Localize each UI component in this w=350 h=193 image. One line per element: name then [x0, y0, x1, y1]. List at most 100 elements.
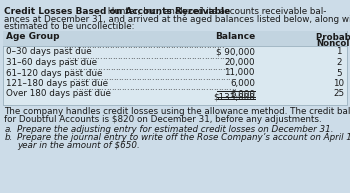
Text: .: . — [148, 73, 151, 82]
Text: for Doubtful Accounts is $820 on December 31, before any adjustments.: for Doubtful Accounts is $820 on Decembe… — [4, 115, 322, 124]
Text: .: . — [112, 52, 114, 61]
Text: .: . — [79, 52, 81, 61]
Text: .: . — [141, 84, 144, 92]
Text: 10: 10 — [334, 79, 344, 88]
Text: .: . — [191, 52, 194, 61]
Text: .: . — [196, 41, 198, 51]
Text: .: . — [102, 63, 105, 71]
Text: .: . — [125, 63, 128, 71]
Text: .: . — [194, 52, 196, 61]
Text: .: . — [128, 63, 130, 71]
Text: .: . — [110, 73, 113, 82]
Text: .: . — [216, 41, 218, 51]
Text: .: . — [193, 84, 195, 92]
Text: .: . — [136, 73, 138, 82]
Text: year in the amount of $650.: year in the amount of $650. — [17, 141, 140, 150]
Text: .: . — [88, 73, 90, 82]
Text: .: . — [160, 52, 163, 61]
Text: .: . — [100, 63, 102, 71]
Text: .: . — [224, 52, 226, 61]
Text: .: . — [228, 84, 231, 92]
Text: .: . — [199, 73, 202, 82]
Text: .: . — [213, 84, 215, 92]
Text: .: . — [207, 73, 210, 82]
Text: .: . — [166, 63, 168, 71]
Text: .: . — [132, 52, 135, 61]
Text: .: . — [227, 63, 230, 71]
Text: .: . — [103, 73, 105, 82]
Text: .: . — [191, 63, 194, 71]
Text: .: . — [157, 84, 159, 92]
Text: .: . — [78, 84, 80, 92]
Text: .: . — [163, 63, 166, 71]
Text: .: . — [176, 63, 178, 71]
Text: .: . — [85, 73, 87, 82]
Text: .: . — [210, 84, 213, 92]
Text: .: . — [139, 41, 142, 51]
Text: .: . — [186, 52, 188, 61]
Text: .: . — [229, 52, 232, 61]
Text: .: . — [137, 41, 139, 51]
Text: .: . — [77, 63, 79, 71]
Text: .: . — [118, 84, 121, 92]
Text: b.: b. — [5, 133, 13, 142]
Text: .: . — [172, 84, 175, 92]
Text: .: . — [111, 84, 113, 92]
Text: .: . — [116, 73, 118, 82]
Text: .: . — [75, 73, 77, 82]
Text: .: . — [109, 41, 111, 51]
Text: .: . — [166, 73, 169, 82]
Text: .: . — [121, 84, 124, 92]
Text: .: . — [107, 52, 109, 61]
Text: .: . — [215, 84, 218, 92]
Text: .: . — [161, 63, 163, 71]
Text: .: . — [104, 52, 107, 61]
Text: .: . — [167, 84, 169, 92]
Text: .: . — [182, 73, 184, 82]
Text: .: . — [178, 52, 181, 61]
Text: .: . — [151, 73, 154, 82]
Text: .: . — [209, 52, 211, 61]
Text: .: . — [109, 52, 112, 61]
Text: .: . — [90, 84, 93, 92]
Text: .: . — [212, 63, 214, 71]
Text: .: . — [209, 63, 212, 71]
Text: .: . — [194, 63, 196, 71]
Text: .: . — [170, 52, 173, 61]
Text: .: . — [222, 63, 224, 71]
Text: .: . — [169, 73, 171, 82]
Text: .: . — [175, 84, 177, 92]
Text: .: . — [205, 84, 208, 92]
Text: .: . — [113, 73, 116, 82]
Text: .: . — [204, 52, 206, 61]
Text: .: . — [205, 73, 207, 82]
Text: .: . — [217, 63, 219, 71]
Text: ances at December 31, and arrived at the aged balances listed below, along with : ances at December 31, and arrived at the… — [4, 14, 350, 24]
Text: .: . — [187, 84, 190, 92]
Text: .: . — [203, 84, 205, 92]
Text: .: . — [81, 52, 84, 61]
Text: .: . — [75, 84, 78, 92]
Text: .: . — [118, 63, 120, 71]
Text: .: . — [97, 52, 99, 61]
Text: .: . — [92, 73, 95, 82]
Text: .: . — [162, 84, 164, 92]
Text: .: . — [145, 52, 147, 61]
Text: .: . — [141, 73, 144, 82]
Text: .: . — [185, 84, 187, 92]
Text: .: . — [203, 41, 206, 51]
Text: .: . — [111, 41, 114, 51]
Text: .: . — [90, 73, 92, 82]
Text: .: . — [159, 73, 161, 82]
Text: .: . — [175, 41, 177, 51]
Text: .: . — [176, 52, 178, 61]
Text: .: . — [178, 63, 181, 71]
Text: .: . — [80, 84, 83, 92]
Text: .: . — [233, 73, 235, 82]
Text: .: . — [91, 41, 93, 51]
Text: .: . — [98, 84, 100, 92]
Text: .: . — [114, 52, 117, 61]
Text: .: . — [86, 52, 89, 61]
Text: .: . — [189, 73, 192, 82]
Text: .: . — [147, 41, 149, 51]
